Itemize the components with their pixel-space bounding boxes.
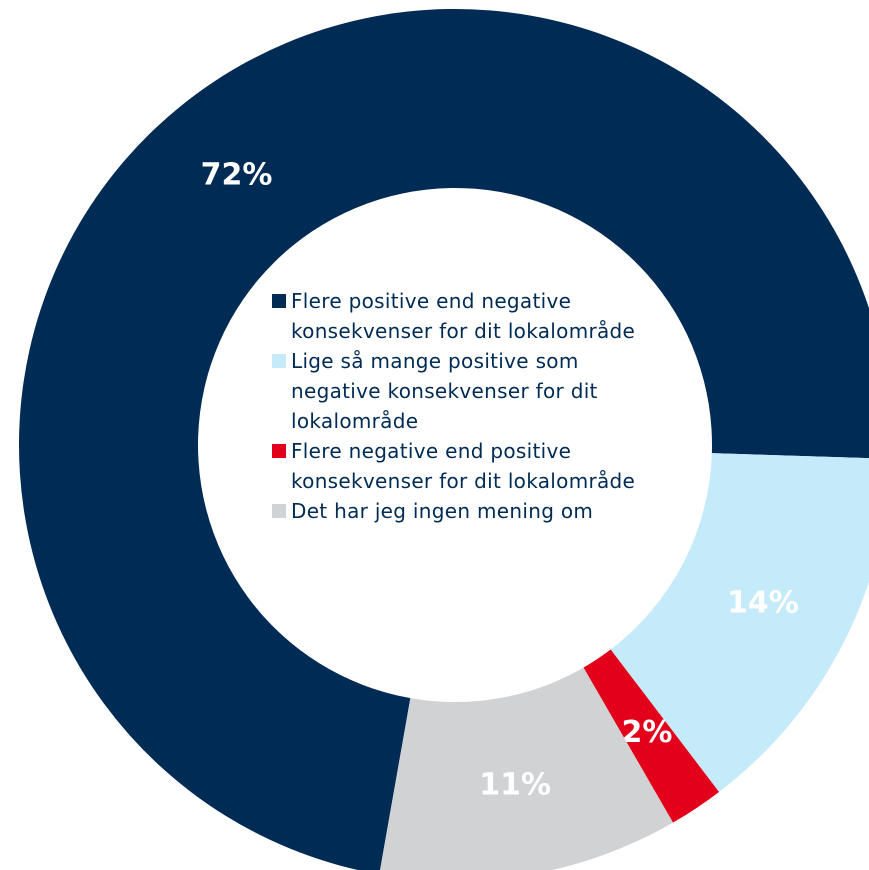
donut-slice bbox=[610, 453, 869, 792]
legend-swatch bbox=[272, 354, 286, 368]
legend-item: Det har jeg ingen mening om bbox=[272, 496, 652, 526]
legend-item: Lige så mange positive som negative kons… bbox=[272, 346, 652, 436]
donut-slice bbox=[583, 649, 720, 823]
legend-label: Flere positive end negative konsekvenser… bbox=[291, 289, 636, 343]
donut-slice bbox=[380, 667, 673, 870]
legend: Flere positive end negative konsekvenser… bbox=[272, 286, 652, 526]
legend-item: Flere positive end negative konsekvenser… bbox=[272, 286, 652, 346]
value-label: 11% bbox=[479, 768, 551, 803]
value-label: 14% bbox=[727, 585, 799, 620]
value-label: 72% bbox=[201, 158, 273, 193]
legend-label: Lige så mange positive som negative kons… bbox=[291, 349, 598, 433]
legend-swatch bbox=[272, 444, 286, 458]
legend-label: Det har jeg ingen mening om bbox=[291, 499, 594, 523]
legend-swatch bbox=[272, 504, 286, 518]
value-label: 2% bbox=[621, 715, 672, 750]
legend-item: Flere negative end positive konsekvenser… bbox=[272, 436, 652, 496]
legend-swatch bbox=[272, 294, 286, 308]
legend-label: Flere negative end positive konsekvenser… bbox=[291, 439, 636, 493]
donut-slice bbox=[19, 9, 869, 870]
